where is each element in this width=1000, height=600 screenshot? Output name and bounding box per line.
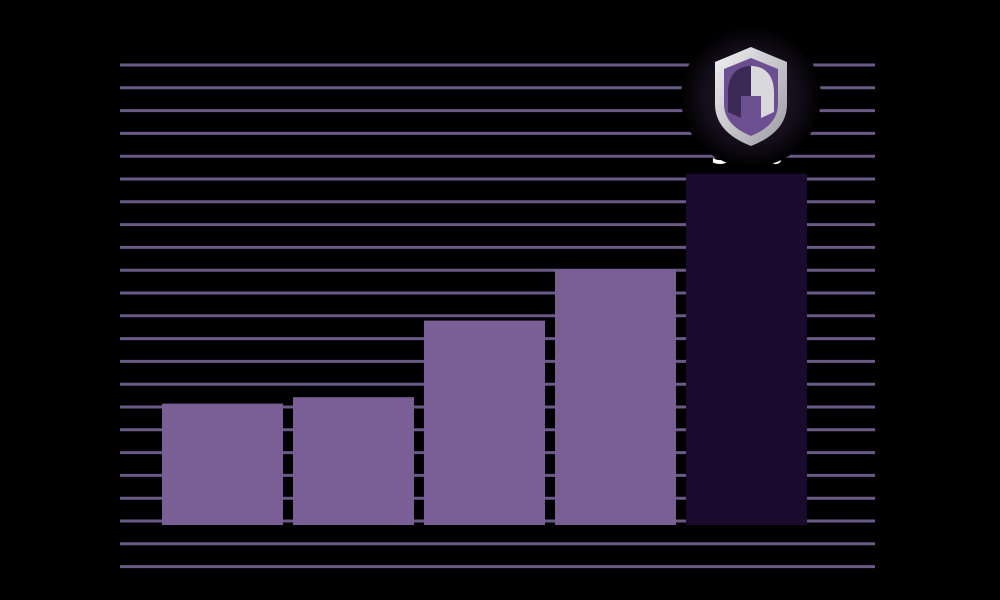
bar bbox=[293, 397, 414, 525]
bar bbox=[555, 269, 676, 525]
bar bbox=[424, 320, 545, 525]
bars bbox=[162, 173, 807, 525]
spartan-helmet-shield-icon bbox=[681, 27, 821, 167]
bar bbox=[686, 173, 807, 525]
bar bbox=[162, 403, 283, 525]
